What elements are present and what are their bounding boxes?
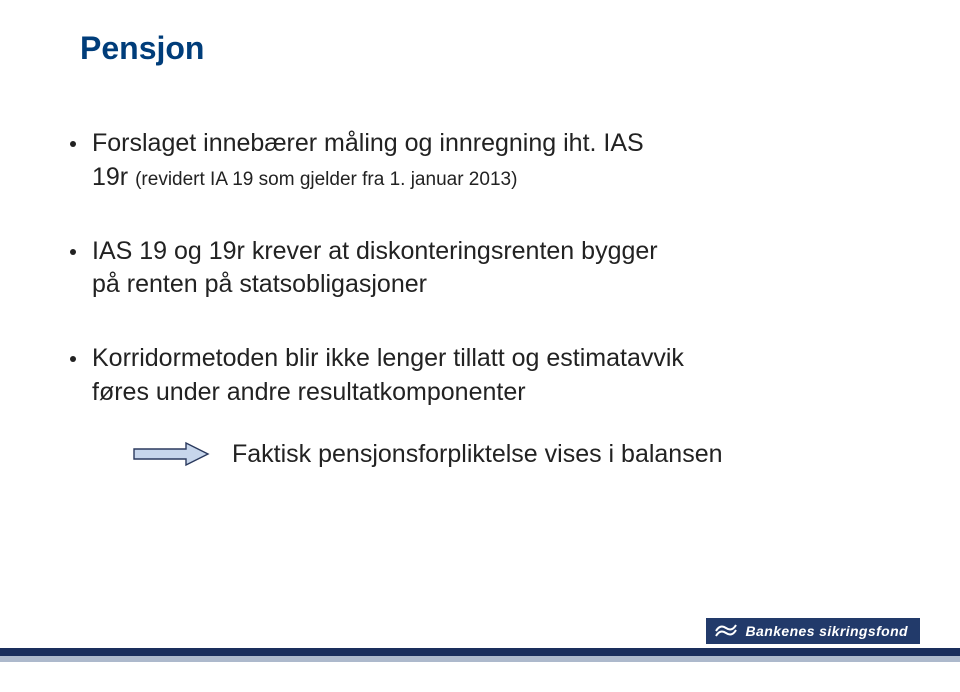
footer-bar (0, 648, 960, 664)
slide-title: Pensjon (80, 30, 900, 67)
logo-mark-icon (714, 622, 738, 640)
bullet-item: Forslaget innebærer måling og innregning… (70, 127, 900, 195)
content: Forslaget innebærer måling og innregning… (70, 127, 900, 469)
bullet-line: Korridormetoden blir ikke lenger tillatt… (92, 344, 684, 372)
bullet-item: IAS 19 og 19r krever at diskonteringsren… (70, 235, 900, 303)
footer-logo: Bankenes sikringsfond (706, 618, 920, 644)
arrow-text: Faktisk pensjonsforpliktelse vises i bal… (232, 440, 723, 469)
bullet-dot-icon (70, 356, 76, 362)
logo-text: Bankenes sikringsfond (746, 623, 908, 639)
bullet-text: Forslaget innebærer måling og innregning… (92, 127, 644, 195)
slide: Pensjon Forslaget innebærer måling og in… (0, 0, 960, 692)
bullet-line: 19r (92, 163, 135, 191)
footer-bar-light (0, 656, 960, 662)
arrow-icon (132, 441, 210, 467)
bullet-line: Forslaget innebærer måling og innregning… (92, 129, 644, 157)
bullet-line: på renten på statsobligasjoner (92, 270, 427, 298)
bullet-line: IAS 19 og 19r krever at diskonteringsren… (92, 237, 658, 265)
bullet-item: Korridormetoden blir ikke lenger tillatt… (70, 342, 900, 410)
footer-bar-dark (0, 648, 960, 656)
bullet-dot-icon (70, 249, 76, 255)
bullet-dot-icon (70, 141, 76, 147)
arrow-line: Faktisk pensjonsforpliktelse vises i bal… (132, 440, 900, 469)
bullet-line: føres under andre resultatkomponenter (92, 378, 526, 406)
bullet-text: IAS 19 og 19r krever at diskonteringsren… (92, 235, 658, 303)
bullet-text: Korridormetoden blir ikke lenger tillatt… (92, 342, 684, 410)
bullet-sub: (revidert IA 19 som gjelder fra 1. janua… (135, 169, 517, 190)
